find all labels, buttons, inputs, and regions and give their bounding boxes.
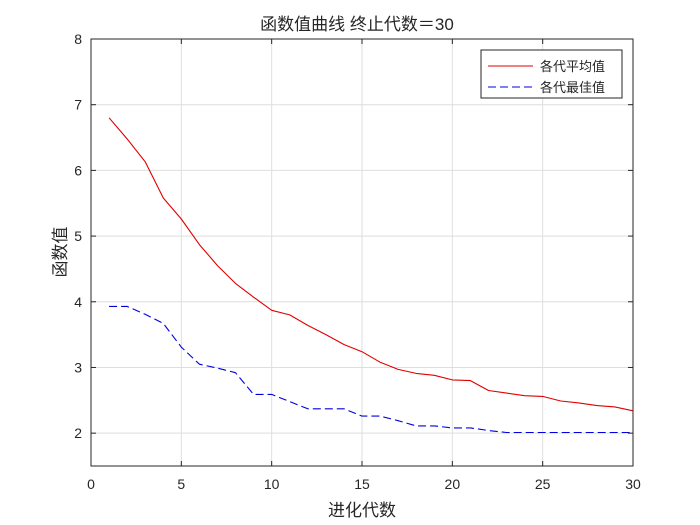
data-point-series-1 — [325, 333, 327, 335]
data-point-series-2 — [270, 393, 272, 395]
data-point-series-2 — [307, 408, 309, 410]
y-tick-label: 3 — [74, 359, 82, 375]
data-point-series-1 — [523, 395, 525, 397]
data-point-series-1 — [361, 350, 363, 352]
data-point-series-1 — [270, 309, 272, 311]
data-point-series-1 — [433, 374, 435, 376]
y-tick-label: 7 — [74, 97, 82, 113]
data-point-series-1 — [252, 296, 254, 298]
data-point-series-1 — [487, 389, 489, 391]
x-tick-label: 30 — [625, 476, 641, 492]
data-point-series-1 — [578, 402, 580, 404]
data-point-series-1 — [198, 243, 200, 245]
data-point-series-1 — [415, 372, 417, 374]
x-tick-label: 20 — [445, 476, 461, 492]
data-point-series-2 — [469, 427, 471, 429]
legend-label-2: 各代最佳值 — [540, 80, 605, 95]
data-point-series-2 — [198, 363, 200, 365]
data-point-series-2 — [523, 431, 525, 433]
series-layer — [108, 117, 634, 434]
data-point-series-1 — [216, 264, 218, 266]
y-tick-label: 5 — [74, 228, 82, 244]
data-point-series-2 — [144, 313, 146, 315]
legend-label-1: 各代平均值 — [540, 59, 605, 74]
axis-ticks: 0 5 10 15 20 25 30 2 3 4 5 6 7 8 — [74, 31, 641, 492]
data-point-series-1 — [144, 161, 146, 163]
data-point-series-1 — [180, 218, 182, 220]
data-point-series-1 — [108, 117, 110, 119]
data-point-series-2 — [560, 431, 562, 433]
legend-box — [480, 49, 623, 99]
data-point-series-1 — [126, 138, 128, 140]
x-tick-label: 0 — [87, 476, 95, 492]
series-line-1 — [108, 117, 634, 412]
x-tick-label: 15 — [354, 476, 370, 492]
data-point-series-2 — [433, 425, 435, 427]
data-point-series-2 — [343, 408, 345, 410]
data-point-series-2 — [379, 415, 381, 417]
data-point-series-1 — [451, 379, 453, 381]
x-axis-label: 进化代数 — [328, 501, 396, 520]
data-point-series-2 — [415, 425, 417, 427]
data-point-series-2 — [541, 431, 543, 433]
data-point-series-2 — [578, 431, 580, 433]
data-point-series-2 — [325, 408, 327, 410]
data-point-series-2 — [614, 431, 616, 433]
data-point-series-2 — [361, 415, 363, 417]
data-point-series-2 — [397, 419, 399, 421]
data-point-series-2 — [505, 431, 507, 433]
data-point-series-1 — [307, 324, 309, 326]
data-point-series-2 — [252, 393, 254, 395]
x-tick-label: 10 — [264, 476, 280, 492]
data-point-series-2 — [108, 305, 110, 307]
data-point-series-1 — [560, 400, 562, 402]
data-point-series-2 — [162, 322, 164, 324]
data-point-series-1 — [234, 282, 236, 284]
data-point-series-2 — [234, 372, 236, 374]
data-point-series-2 — [451, 427, 453, 429]
y-tick-label: 4 — [74, 294, 82, 310]
data-point-series-1 — [397, 368, 399, 370]
data-point-series-1 — [505, 392, 507, 394]
data-point-series-1 — [469, 379, 471, 381]
data-point-series-2 — [596, 431, 598, 433]
data-point-series-2 — [487, 429, 489, 431]
data-point-series-2 — [180, 346, 182, 348]
y-axis-label: 函数值 — [51, 227, 70, 278]
y-tick-label: 2 — [74, 425, 82, 441]
x-tick-label: 5 — [177, 476, 185, 492]
y-tick-label: 6 — [74, 162, 82, 178]
series-line-2 — [109, 305, 633, 434]
data-point-series-1 — [379, 361, 381, 363]
data-point-series-1 — [343, 343, 345, 345]
data-point-series-2 — [289, 400, 291, 402]
y-tick-label: 8 — [74, 31, 82, 47]
data-point-series-1 — [614, 406, 616, 408]
data-point-series-1 — [596, 404, 598, 406]
x-tick-label: 25 — [535, 476, 551, 492]
data-point-series-1 — [541, 395, 543, 397]
data-point-series-1 — [289, 314, 291, 316]
chart-title: 函数值曲线 终止代数＝30 — [260, 15, 454, 34]
data-point-series-2 — [126, 305, 128, 307]
data-point-series-2 — [216, 367, 218, 369]
data-point-series-1 — [162, 197, 164, 199]
